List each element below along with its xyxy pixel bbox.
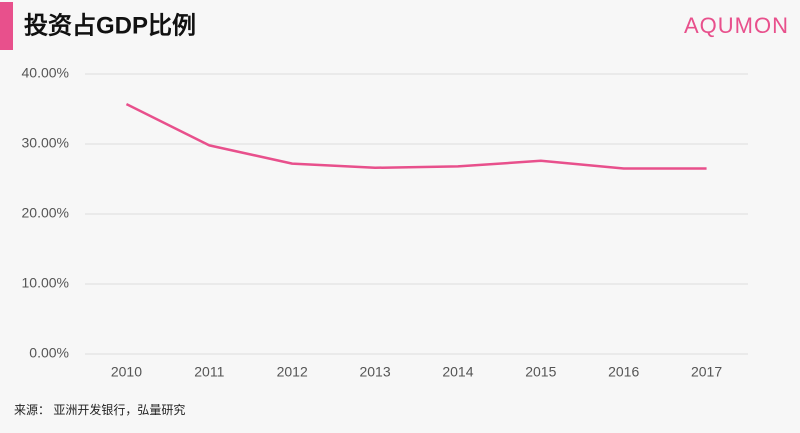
y-tick-label: 30.00% [22, 135, 69, 151]
brand-logo: AQUMON [684, 13, 789, 38]
x-tick-label: 2011 [194, 364, 224, 380]
x-tick-label: 2014 [442, 364, 473, 380]
title-accent [0, 2, 13, 50]
x-tick-label: 2015 [525, 364, 556, 380]
x-tick-label: 2013 [359, 364, 390, 380]
data-line [125, 102, 707, 170]
y-tick-label: 20.00% [22, 205, 69, 221]
y-tick-label: 40.00% [22, 65, 69, 81]
y-tick-label: 10.00% [22, 275, 69, 291]
x-tick-label: 2010 [111, 364, 142, 380]
y-tick-label: 0.00% [29, 345, 69, 361]
x-tick-label: 2017 [691, 364, 722, 380]
source-note: 来源： 亚洲开发银行，弘量研究 [14, 402, 185, 417]
chart-title: 投资占GDP比例 [24, 12, 196, 39]
x-tick-label: 2016 [608, 364, 639, 380]
x-tick-label: 2012 [277, 364, 308, 380]
